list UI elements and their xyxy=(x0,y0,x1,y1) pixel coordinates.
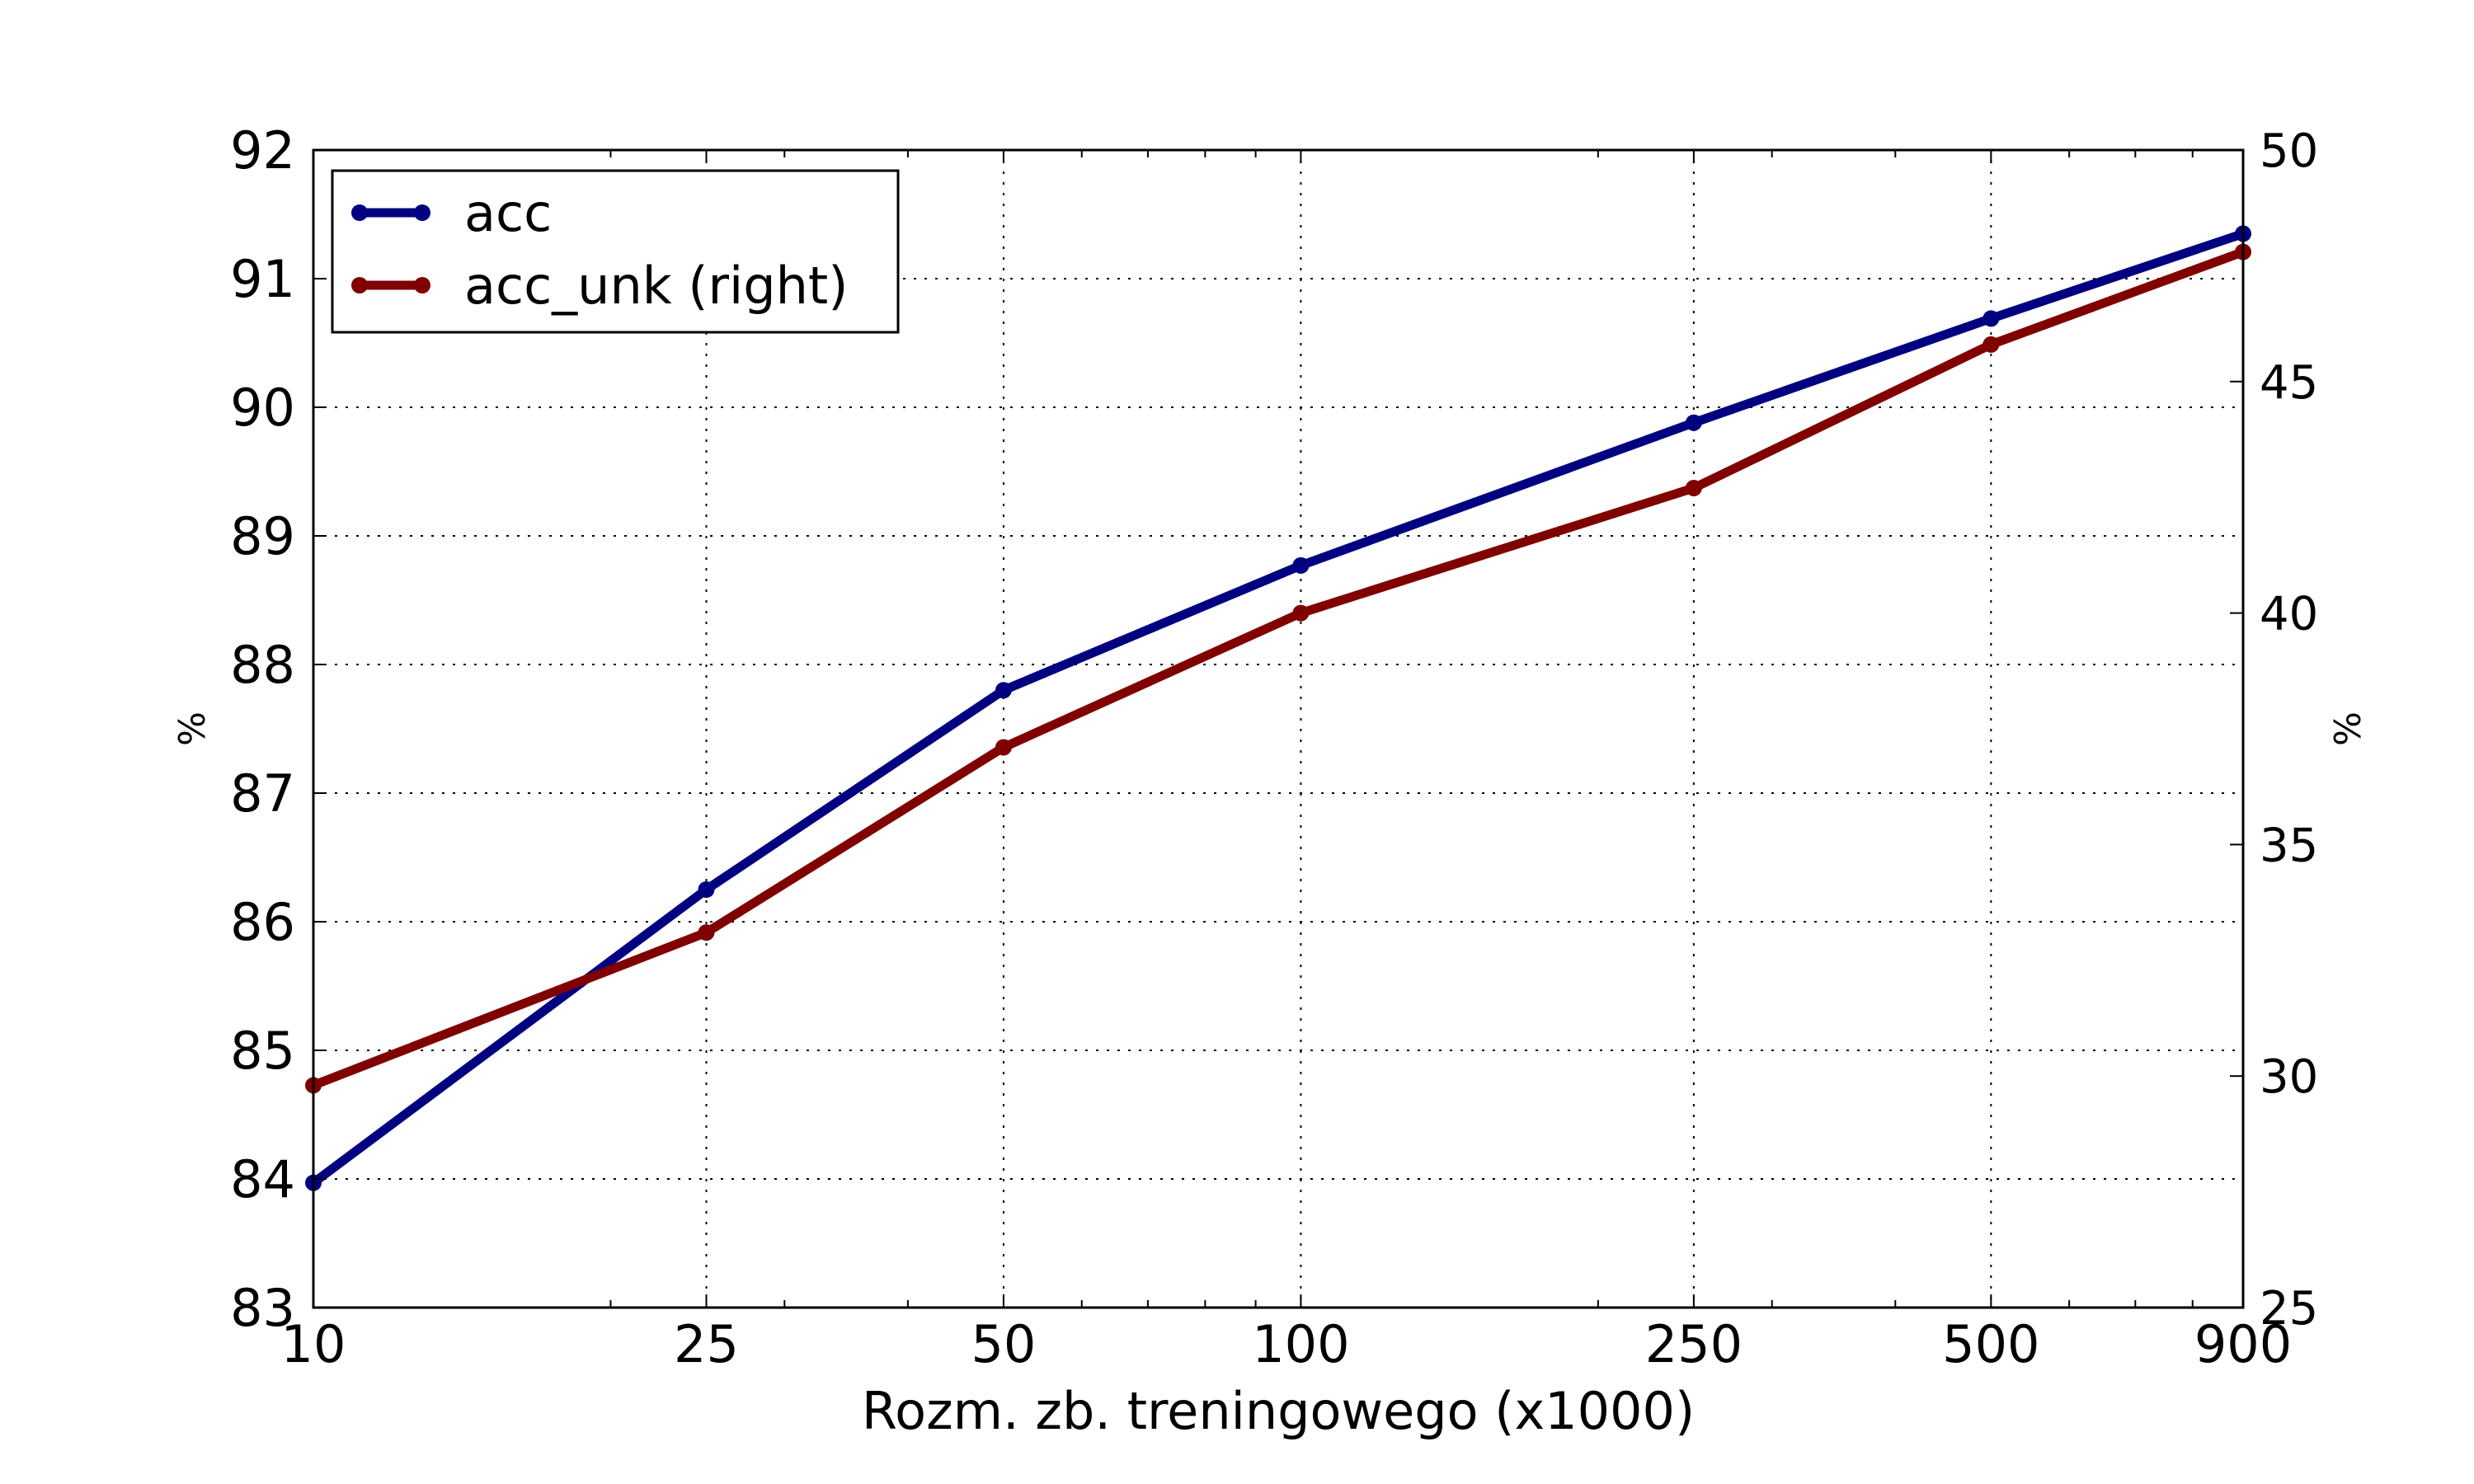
legend: acc acc_unk (right) xyxy=(331,169,900,334)
y-axis-title-left: % xyxy=(172,711,214,746)
tick-labels: 10 25 50 100 250 500 900 83 84 85 86 87 88 89 90 91 92 25… xyxy=(230,120,2318,1374)
x-axis-title: Rozm. zb. treningowego (x1000) xyxy=(862,1381,1695,1441)
legend-item: acc xyxy=(351,183,552,243)
legend-swatch-marker xyxy=(414,277,430,294)
plot-frame xyxy=(312,148,2245,1309)
x-tick-label: 500 xyxy=(1942,1314,2039,1374)
y-left-tick-label: 86 xyxy=(230,892,295,952)
ticks xyxy=(313,149,2244,1308)
y-right-tick-label: 30 xyxy=(2260,1050,2318,1104)
y-left-tick-label: 90 xyxy=(230,378,295,438)
x-tick-label: 100 xyxy=(1252,1314,1349,1374)
y-left-tick-label: 84 xyxy=(230,1149,295,1209)
data-point xyxy=(1685,414,1702,431)
series-acc-unk-right- xyxy=(305,243,2251,1094)
data-point xyxy=(995,739,1012,756)
data-point xyxy=(1982,336,2000,353)
x-tick-label: 10 xyxy=(281,1314,346,1374)
y-left-tick-label: 89 xyxy=(230,506,295,566)
legend-swatch-marker xyxy=(414,204,430,221)
data-point xyxy=(698,924,715,942)
y-right-tick-label: 25 xyxy=(2260,1282,2318,1336)
legend-item: acc_unk (right) xyxy=(351,256,848,316)
x-tick-label: 25 xyxy=(674,1314,739,1374)
y-left-tick-label: 87 xyxy=(230,763,295,824)
y-left-tick-label: 88 xyxy=(230,635,295,695)
y-left-tick-label: 91 xyxy=(230,249,295,309)
x-tick-label: 900 xyxy=(2194,1314,2292,1374)
y-right-tick-label: 45 xyxy=(2260,356,2318,410)
grid xyxy=(313,150,2243,1308)
data-point xyxy=(1685,479,1702,496)
data-point xyxy=(1292,556,1310,574)
data-point xyxy=(995,682,1012,699)
x-tick-label: 50 xyxy=(971,1314,1036,1374)
y-axis-title-right: % xyxy=(2327,711,2369,746)
y-left-tick-label: 83 xyxy=(230,1278,295,1338)
series-layer xyxy=(305,225,2251,1191)
y-right-tick-label: 40 xyxy=(2260,588,2318,641)
legend-box xyxy=(331,169,900,334)
series-acc xyxy=(305,225,2251,1191)
data-point xyxy=(698,881,715,898)
y-left-tick-label: 92 xyxy=(230,120,295,181)
legend-label: acc xyxy=(464,183,552,243)
legend-swatch-marker xyxy=(351,204,368,221)
x-tick-label: 250 xyxy=(1645,1314,1743,1374)
y-left-tick-label: 85 xyxy=(230,1021,295,1081)
data-point xyxy=(1982,310,2000,327)
data-point xyxy=(1292,604,1310,622)
y-right-tick-label: 35 xyxy=(2260,819,2318,872)
legend-label: acc_unk (right) xyxy=(464,256,848,316)
legend-swatch-marker xyxy=(351,277,368,294)
y-right-tick-label: 50 xyxy=(2260,124,2318,178)
